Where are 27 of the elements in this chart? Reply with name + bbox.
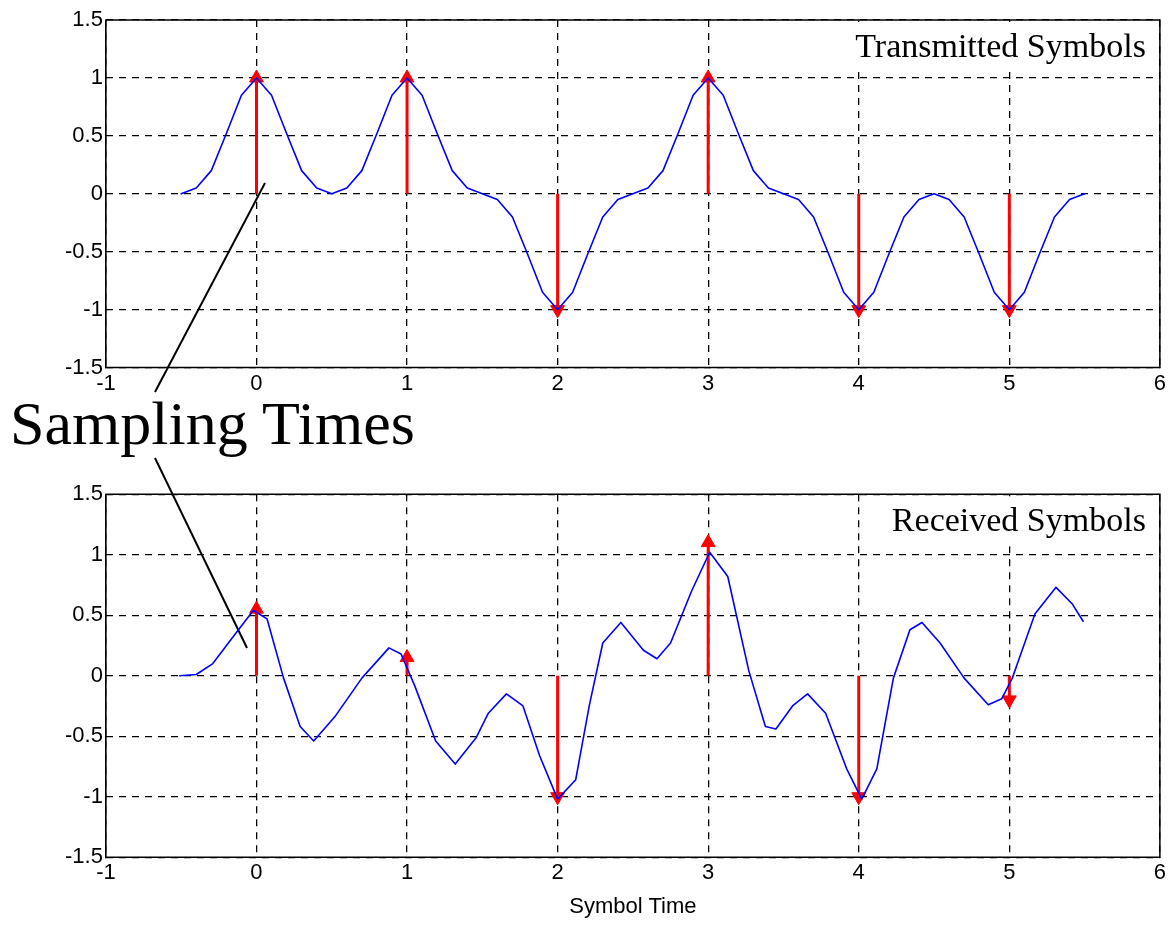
x-tick-label: 6 <box>1153 369 1167 395</box>
y-tick-label: 0 <box>90 179 103 205</box>
y-tick-label: -1 <box>83 295 103 321</box>
y-tick-label: 0 <box>90 661 103 687</box>
x-tick-label: 5 <box>1003 369 1016 395</box>
x-tick-label: 3 <box>702 369 715 395</box>
y-tick-label: 1 <box>90 540 103 566</box>
x-tick-label: 5 <box>1003 859 1016 885</box>
annotation: Received Symbols <box>891 501 1146 539</box>
x-tick-label: 1 <box>400 859 414 885</box>
y-tick-label: -0.5 <box>64 722 103 748</box>
x-tick-label: 0 <box>250 859 263 885</box>
x-axis-title: Symbol Time <box>569 892 697 918</box>
x-tick-label: 4 <box>852 369 865 395</box>
y-tick-label: 1.5 <box>72 6 103 32</box>
y-tick-label: 0.5 <box>72 121 103 147</box>
x-tick-label: 2 <box>551 369 564 395</box>
x-tick-label: 6 <box>1153 859 1167 885</box>
x-tick-label: 3 <box>702 859 715 885</box>
annotation: Transmitted Symbols <box>855 26 1146 64</box>
y-tick-label: 1.5 <box>72 480 103 506</box>
y-tick-label: 0.5 <box>72 601 103 627</box>
x-tick-label: 2 <box>551 859 564 885</box>
x-tick-label: 4 <box>852 859 865 885</box>
y-tick-label: -0.5 <box>64 237 103 263</box>
y-tick-label: -1 <box>83 782 103 808</box>
y-tick-label: 1 <box>90 64 103 89</box>
